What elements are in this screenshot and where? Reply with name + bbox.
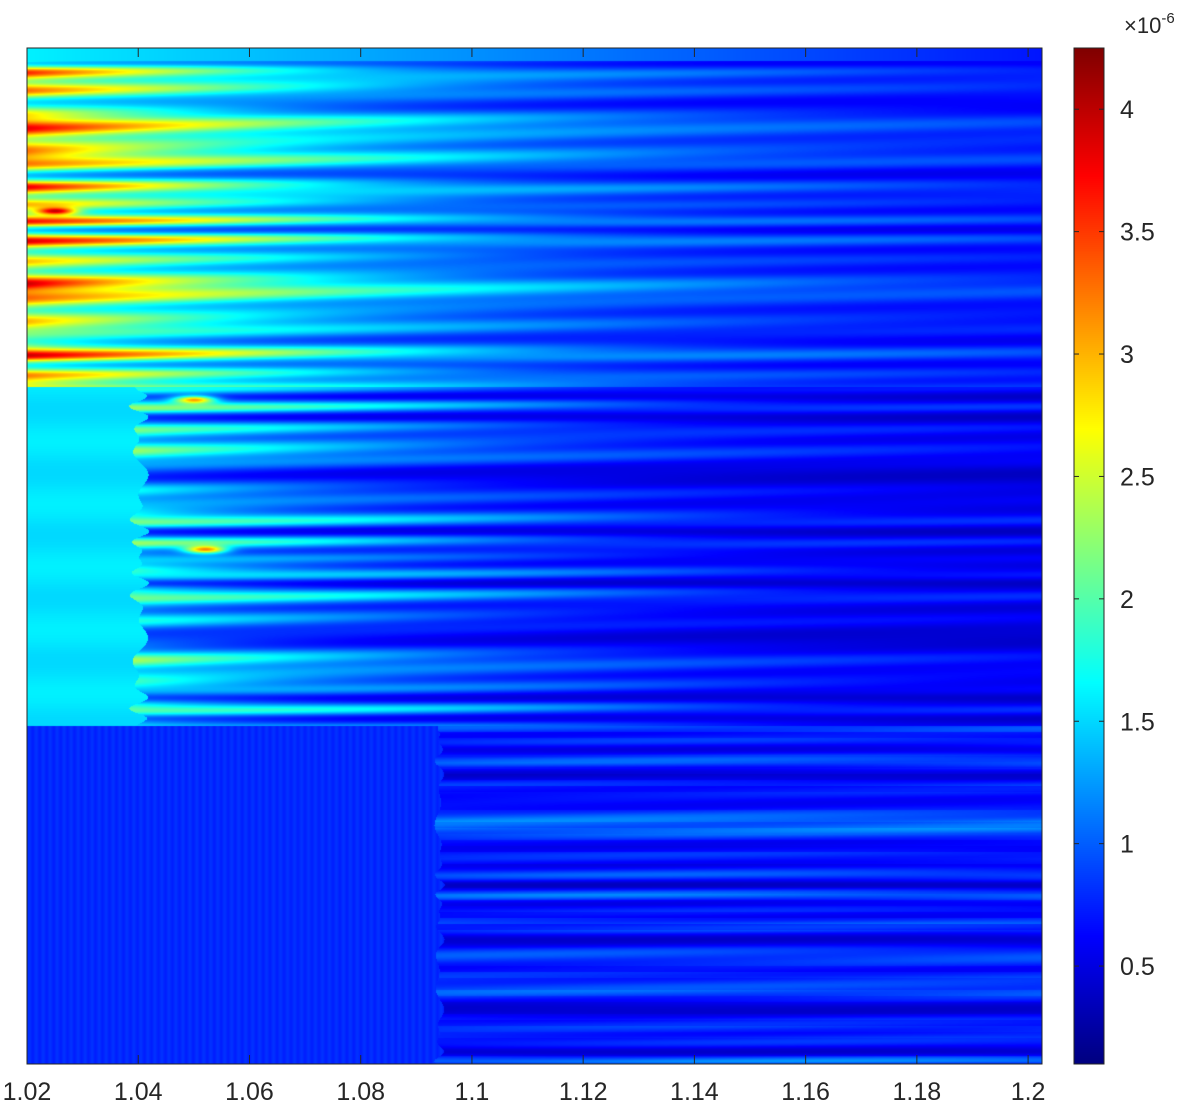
colorbar-tick-label: 0.5 <box>1120 953 1155 981</box>
colorbar-tick-label: 3.5 <box>1120 219 1155 247</box>
colorbar-tick-label: 4 <box>1120 96 1134 124</box>
heatmap-plot-area <box>27 48 1042 1064</box>
plot-frame <box>26 47 1043 1065</box>
x-axis-ticks: 1.02 1.04 1.06 1.08 1.1 1.12 1.14 1.16 1.18 1.2 <box>3 48 1046 1106</box>
x-tick-label: 1.14 <box>670 1078 719 1106</box>
colorbar-ticks: 0.5 1 1.5 2 2.5 3 3.5 4 <box>1074 96 1155 981</box>
x-tick-label: 1.12 <box>559 1078 608 1106</box>
colorbar-exponent-label: ×10-6 <box>1124 10 1175 38</box>
colorbar-tick-label: 2 <box>1120 586 1134 614</box>
x-tick-label: 1.16 <box>781 1078 830 1106</box>
colorbar-frame <box>1073 47 1105 1065</box>
x-tick-label: 1.06 <box>225 1078 274 1106</box>
x-tick-label: 1.04 <box>114 1078 163 1106</box>
colorbar-tick-label: 1.5 <box>1120 708 1155 736</box>
x-tick-label: 1.08 <box>336 1078 385 1106</box>
x-tick-label: 1.2 <box>1011 1078 1046 1106</box>
colorbar <box>1074 48 1104 1064</box>
colorbar-tick-label: 2.5 <box>1120 463 1155 491</box>
x-tick-label: 1.1 <box>455 1078 490 1106</box>
colorbar-tick-label: 3 <box>1120 341 1134 369</box>
x-tick-label: 1.02 <box>3 1078 52 1106</box>
colorbar-tick-label: 1 <box>1120 831 1134 859</box>
x-tick-label: 1.18 <box>893 1078 942 1106</box>
